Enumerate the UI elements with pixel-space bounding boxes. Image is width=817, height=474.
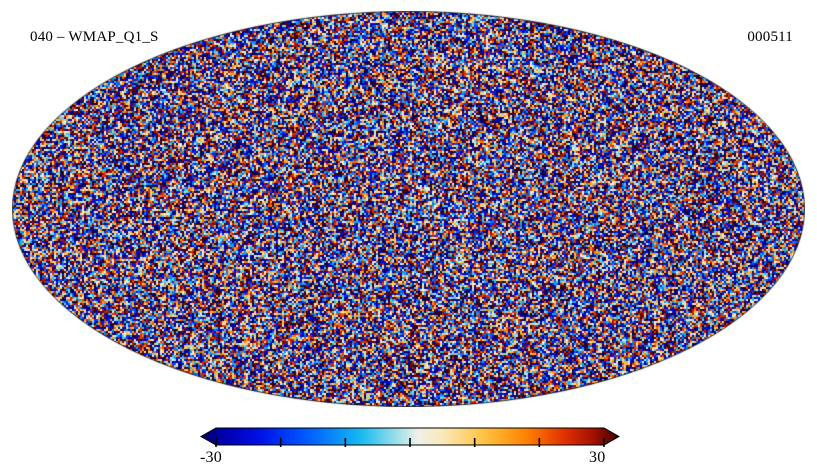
colorbar [200, 427, 620, 447]
colorbar-svg [200, 427, 620, 447]
colorbar-min-label: -30 [200, 449, 222, 466]
sky-map-mollweide [12, 11, 805, 407]
colorbar-ticks [215, 438, 605, 447]
sky-map-canvas [12, 11, 805, 407]
colorbar-max-label: 30 [589, 449, 606, 466]
